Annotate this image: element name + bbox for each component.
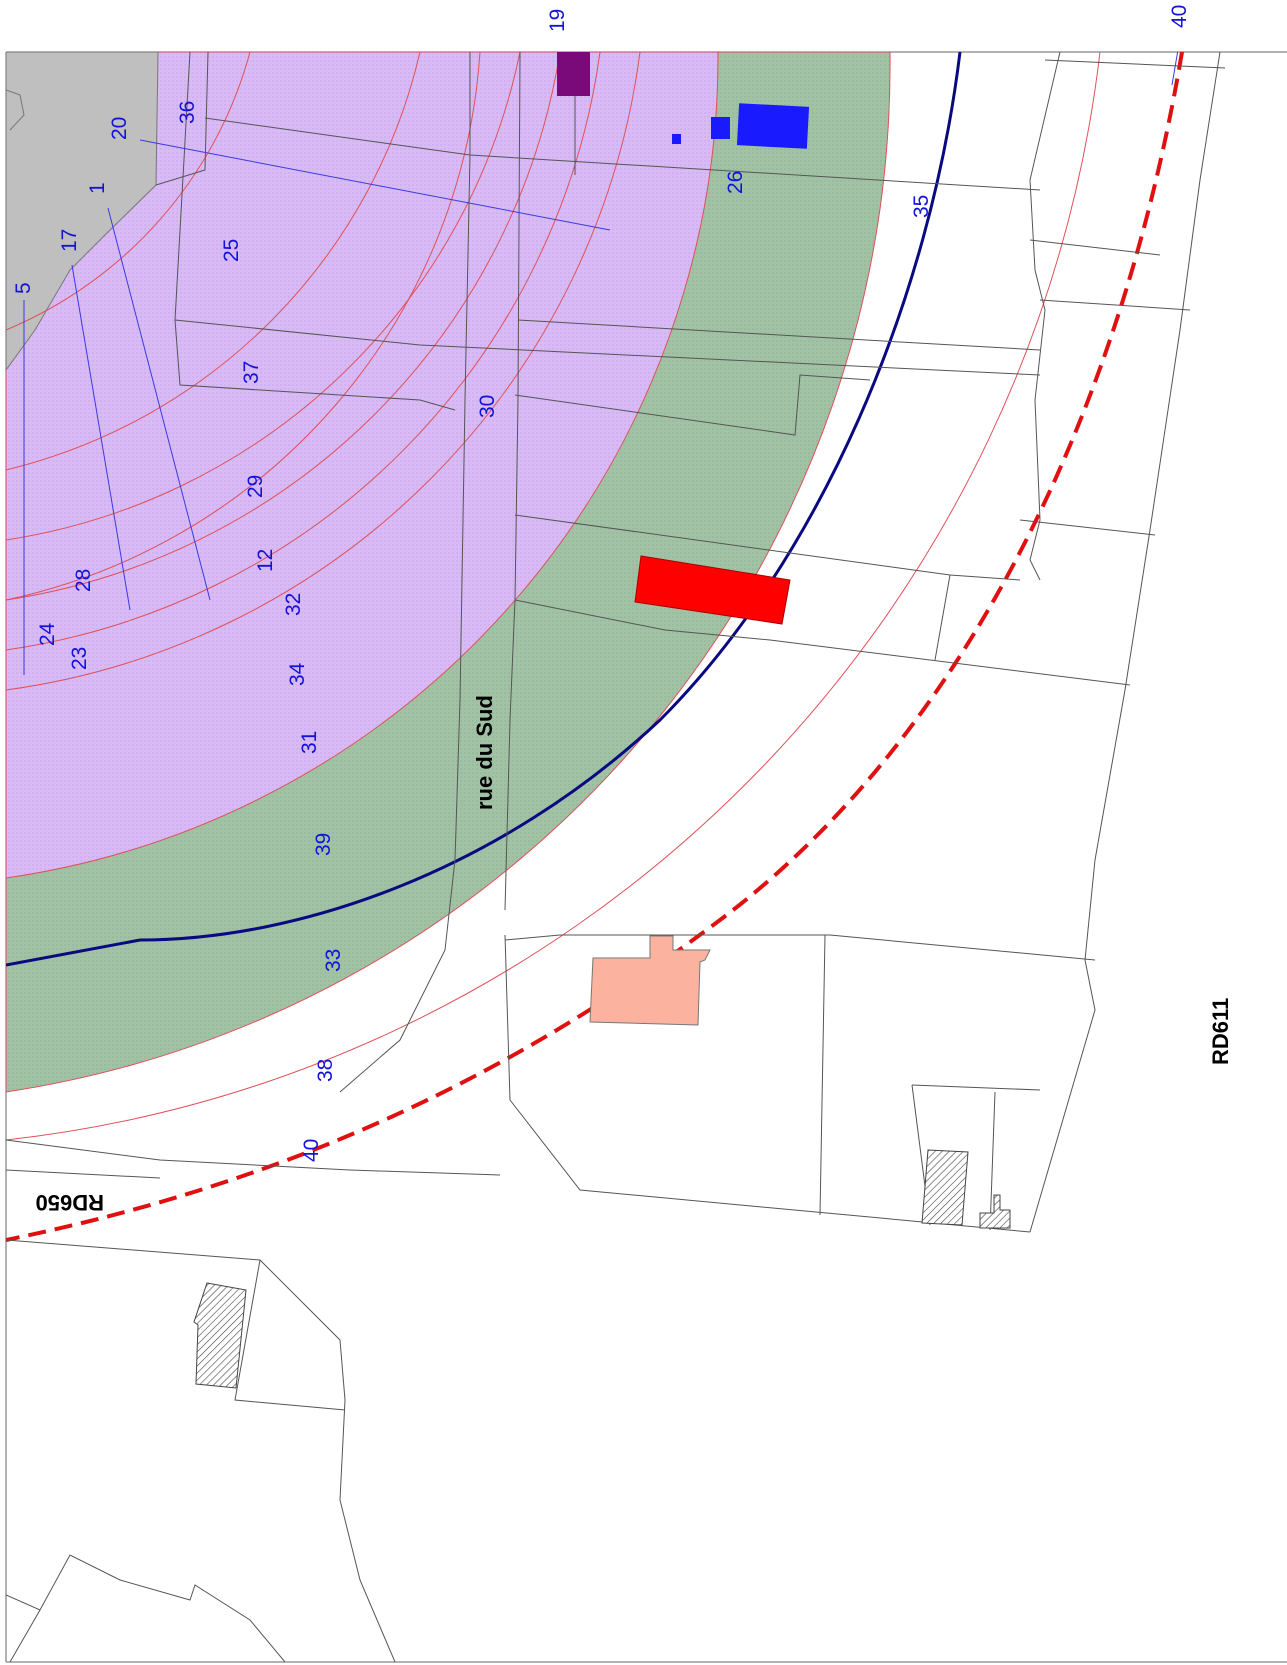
hatched-building [193,1282,247,1389]
parcel-line [1029,52,1061,581]
zone-label: 20 [108,117,131,140]
leader-line [1171,52,1179,86]
built-area-grey [6,52,159,371]
parcel-line [989,1091,996,1231]
parcel-line [514,599,1131,686]
parcel-line [504,934,1096,961]
inner-zone-purple [6,52,719,879]
contour-line [6,52,481,601]
hatched-building [979,1194,1011,1229]
hatched-building [921,1149,969,1226]
parcel-line [9,1609,41,1662]
zone-label: 19 [546,9,569,32]
zone-label: 28 [72,569,95,592]
parcel-line [514,374,871,436]
zone-label: 40 [1168,5,1191,28]
parcel-line [234,1259,346,1411]
parcel-line [517,319,1041,351]
zone-label: 30 [476,395,499,418]
leader-line [71,264,131,611]
contour-line [6,52,421,471]
zone-label: 24 [36,622,59,646]
zone-label: 23 [68,647,91,670]
zone-label: 1 [86,182,109,194]
built-area-detail [6,89,25,131]
zone-label: 32 [282,593,305,616]
parcel-line [1029,239,1161,256]
parcel-line [934,574,951,661]
contour-line [6,52,641,691]
parcel-line [6,1169,161,1179]
zone-label: 31 [298,731,321,754]
zone-label: 5 [12,282,35,294]
contour-line [6,52,521,541]
parcel-line [6,1554,286,1662]
leader-line [139,139,611,231]
road-label-rd611: RD611 [1208,998,1233,1065]
red-dashed-boundary [6,52,1184,1242]
contour-line [6,52,251,331]
parcel-line [339,52,471,1093]
zone-label: 38 [314,1059,337,1082]
parcel-line [174,52,456,411]
parcel-line [1044,59,1226,69]
purple-building [557,52,590,96]
parcel-line [504,934,1031,1233]
zone-label: 36 [176,101,199,124]
red-building [634,555,791,625]
zone-label: 26 [724,171,747,194]
parcel-line [1019,519,1156,536]
zone-label: 40 [300,1139,323,1162]
parcel-line [155,52,209,186]
zone-label: 39 [312,833,335,856]
zone-label: 35 [910,195,933,218]
zone-label: 34 [286,662,309,686]
zone-label: 25 [220,239,243,262]
parcel-line [911,1084,1041,1091]
blue-building-tiny [672,134,681,144]
zone-label: 17 [58,229,81,252]
parcel-line [1029,52,1221,1233]
zone-label: 12 [254,549,277,572]
blue-boundary-curve [6,52,962,967]
zone-label: 37 [240,361,263,384]
blue-building-large [736,103,810,149]
parcel-line [6,1139,501,1176]
parcel-line [1039,299,1191,311]
road-label-rue-du-sud: rue du Sud [472,695,497,810]
salmon-building [589,935,711,1026]
contour-line [6,52,561,601]
zone-label: 29 [244,475,267,498]
zone-label: 33 [322,949,345,972]
road-label-rd650: RD650 [36,1190,104,1215]
leader-line [107,207,211,601]
contour-line [6,52,601,651]
parcel-line [174,319,1041,376]
blue-building-small [711,117,730,139]
parcel-line [819,934,826,1216]
